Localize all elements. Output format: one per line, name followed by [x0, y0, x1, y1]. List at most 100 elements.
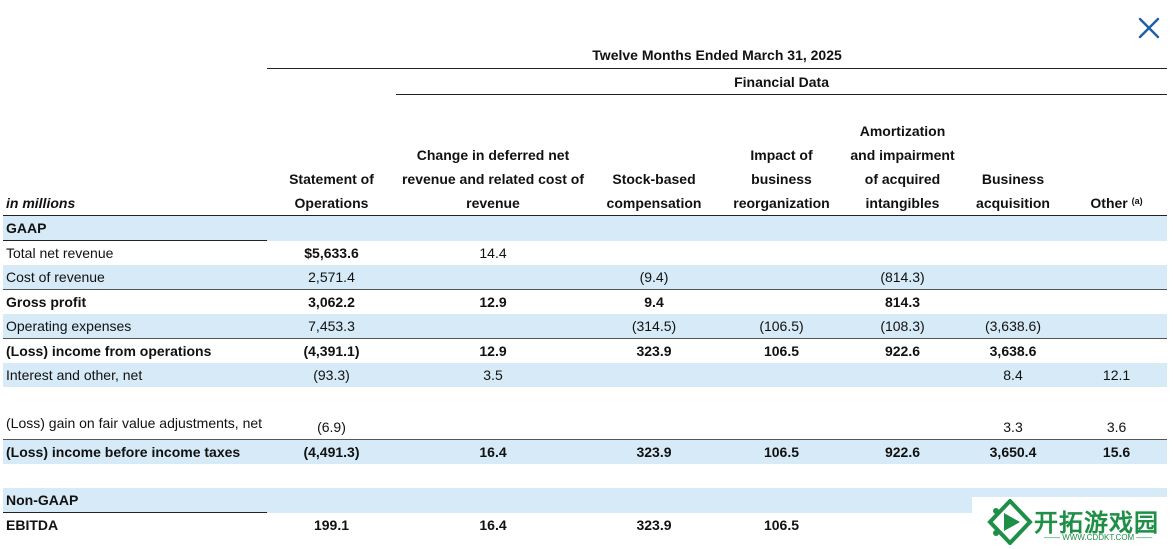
table-cell: [1066, 314, 1168, 339]
table-row: Gross profit 3,062.2 12.9 9.4 814.3: [3, 290, 1167, 314]
spacer-row: [3, 464, 1167, 488]
table-cell: 12.9: [479, 294, 507, 310]
table-cell: [960, 241, 1066, 265]
table-cell: [845, 241, 960, 265]
column-header-reorganization: Impact of business reorganization: [718, 95, 845, 216]
table-cell: 16.4: [479, 517, 507, 533]
table-row: Cost of revenue 2,571.4 (9.4) (814.3): [3, 265, 1168, 290]
table-cell: [718, 363, 845, 387]
table-cell: (814.3): [845, 265, 960, 290]
row-label: Operating expenses: [3, 314, 267, 339]
header-financial-row: Financial Data: [3, 69, 1168, 95]
section-gaap-row: GAAP: [3, 216, 1168, 241]
table-cell: 12.1: [1066, 363, 1168, 387]
column-header-stock-comp: Stock-based compensation: [590, 95, 718, 216]
table-cell: 106.5: [718, 440, 845, 464]
table-cell: (106.5): [718, 314, 845, 339]
table-cell: 3.5: [396, 363, 590, 387]
table-cell: 814.3: [884, 294, 921, 310]
table-cell: [396, 314, 590, 339]
row-label: (Loss) income before income taxes: [3, 440, 267, 464]
table-cell: [718, 265, 845, 290]
row-label: Total net revenue: [6, 245, 114, 261]
units-label: in millions: [3, 95, 267, 216]
close-button[interactable]: [1136, 14, 1162, 42]
table-cell: [1066, 241, 1167, 265]
table-row: Interest and other, net (93.3) 3.5 8.4 1…: [3, 363, 1168, 387]
table-row: (Loss) income from operations (4,391.1) …: [3, 339, 1167, 363]
table-cell: (4,491.3): [267, 440, 396, 464]
table-cell: [590, 387, 718, 440]
table-row: Total net revenue $5,633.6 14.4: [3, 241, 1167, 265]
table-cell: 3,062.2: [308, 294, 355, 310]
row-label: EBITDA: [6, 517, 59, 533]
table-cell: 7,453.3: [267, 314, 396, 339]
table-cell: [845, 513, 960, 537]
table-cell: 9.4: [644, 294, 664, 310]
table-cell: [396, 387, 590, 440]
table-cell: [1066, 265, 1168, 290]
table-cell: 106.5: [763, 343, 800, 359]
column-header-business-acquisition: Business acquisition: [960, 95, 1066, 216]
table-cell: [1066, 290, 1167, 314]
table-cell: $5,633.6: [304, 245, 359, 261]
table-cell: 3.6: [1066, 387, 1168, 440]
table-cell: 14.4: [479, 245, 507, 261]
table-cell: 106.5: [763, 517, 800, 533]
row-label: (Loss) income from operations: [6, 343, 212, 359]
column-header-statement: Statement of Operations: [267, 95, 396, 216]
table-cell: [718, 241, 845, 265]
table-cell: (108.3): [845, 314, 960, 339]
table-cell: 199.1: [313, 517, 350, 533]
row-label: Interest and other, net: [3, 363, 267, 387]
column-header-other: Other (a): [1066, 95, 1168, 216]
column-header-other-label: Other: [1090, 195, 1128, 211]
table-cell: [960, 290, 1066, 314]
row-label: Gross profit: [6, 294, 87, 310]
table-cell: 922.6: [884, 343, 921, 359]
period-heading: Twelve Months Ended March 31, 2025: [267, 41, 1168, 69]
footnote-marker: (a): [1131, 196, 1143, 206]
table-cell: [718, 290, 845, 314]
table-cell: [1066, 339, 1167, 363]
table-cell: 323.9: [590, 440, 718, 464]
table-cell: (3,638.6): [960, 314, 1066, 339]
table-cell: [960, 265, 1066, 290]
table-cell: 2,571.4: [267, 265, 396, 290]
header-period-row: Twelve Months Ended March 31, 2025: [3, 41, 1168, 69]
table-row: Operating expenses 7,453.3 (314.5) (106.…: [3, 314, 1168, 339]
table-cell: [845, 363, 960, 387]
row-label: (Loss) gain on fair value adjustments, n…: [3, 387, 267, 440]
logo-icon: [987, 499, 1033, 545]
close-icon: [1138, 17, 1160, 39]
financial-table: Twelve Months Ended March 31, 2025 Finan…: [3, 41, 1168, 537]
watermark: 开拓游戏园 —— WWW.CDDKT.COM ——: [972, 497, 1170, 549]
watermark-title: 开拓游戏园: [1034, 510, 1159, 537]
table-cell: [718, 387, 845, 440]
table-cell: (314.5): [590, 314, 718, 339]
table-cell: 12.9: [479, 343, 507, 359]
table-cell: [396, 265, 590, 290]
table-cell: 8.4: [960, 363, 1066, 387]
table-cell: (6.9): [267, 387, 396, 440]
table-cell: 922.6: [845, 440, 960, 464]
table-cell: 15.6: [1066, 440, 1168, 464]
column-header-row: in millions Statement of Operations Chan…: [3, 95, 1168, 216]
financial-data-heading: Financial Data: [396, 69, 1168, 95]
section-label: GAAP: [3, 216, 267, 241]
table-cell: 3.3: [960, 387, 1066, 440]
table-row: EBITDA 199.1 16.4 323.9 106.5: [3, 513, 1167, 537]
table-row: (Loss) gain on fair value adjustments, n…: [3, 387, 1168, 440]
table-cell: [590, 241, 718, 265]
section-label: Non-GAAP: [3, 488, 267, 513]
table-cell: (4,391.1): [303, 343, 360, 359]
table-cell: (9.4): [590, 265, 718, 290]
row-label: Cost of revenue: [3, 265, 267, 290]
table-cell: 323.9: [636, 343, 672, 359]
column-header-deferred-revenue: Change in deferred net revenue and relat…: [396, 95, 590, 216]
table-row: (Loss) income before income taxes (4,491…: [3, 440, 1168, 464]
table-cell: (93.3): [267, 363, 396, 387]
column-header-amortization: Amortization and impairment of acquired …: [845, 95, 960, 216]
table-cell: 3,650.4: [960, 440, 1066, 464]
table-cell: [590, 363, 718, 387]
